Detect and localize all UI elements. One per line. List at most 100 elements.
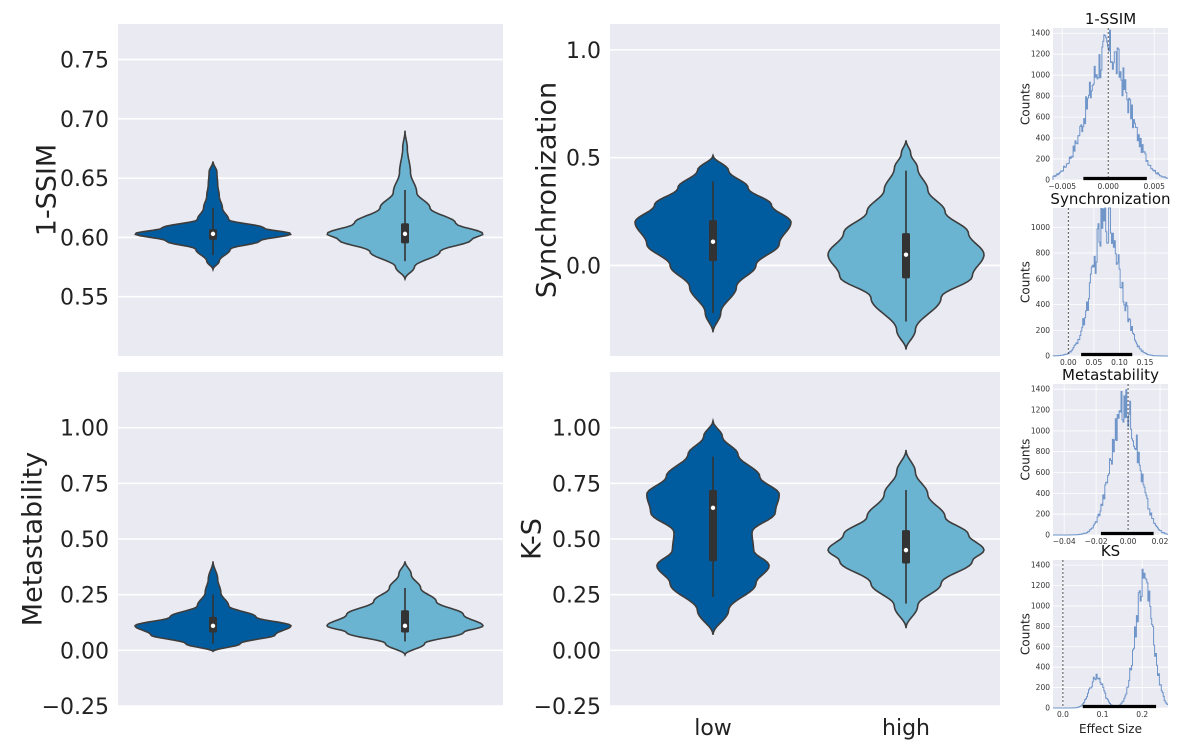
median-low (710, 239, 716, 244)
plot-area (118, 24, 503, 356)
violin-panel-ks: −0.25 0.00 0.25 0.50 0.75 1.00 low high K-S (517, 372, 1000, 741)
x-tick-label: 0.1 (1097, 710, 1109, 719)
x-tick-label: 0.000 (1097, 182, 1119, 191)
median-high (903, 547, 909, 553)
y-tick-label: 1000 (1031, 71, 1050, 80)
y-tick-label: 200 (1036, 683, 1051, 692)
y-tick-label: 800 (1036, 249, 1051, 258)
y-tick-label: −0.25 (534, 695, 601, 720)
histogram (1053, 384, 1168, 536)
y-axis-label: 1-SSIM (32, 144, 63, 236)
median-low (210, 623, 216, 629)
violin-panel-metastability: −0.25 0.00 0.25 0.50 0.75 1.00 Metastability (18, 372, 503, 720)
y-tick-label: 400 (1036, 134, 1051, 143)
plot-area (1053, 560, 1168, 708)
y-axis-label: Counts (1019, 261, 1033, 303)
y-tick-label: 0.75 (552, 472, 601, 497)
violins (134, 130, 484, 282)
iqr-box-low (709, 490, 717, 562)
panel-title: 1-SSIM (1085, 10, 1136, 28)
y-tick-label: 1200 (1031, 50, 1050, 59)
y-axis-label: Metastability (18, 452, 49, 626)
y-tick-label: 0 (1045, 352, 1050, 361)
median-high (903, 252, 909, 257)
gridlines (118, 426, 503, 707)
histogram-outline (1053, 389, 1168, 536)
y-tick-label: 0.60 (60, 226, 109, 251)
y-tick-label: 0.65 (60, 167, 109, 192)
panel-title: Metastability (1062, 366, 1159, 384)
y-tick-label: 200 (1036, 155, 1051, 164)
y-tick-label: 0.00 (552, 639, 601, 664)
y-tick-labels: 0.0 0.5 1.0 (566, 39, 601, 280)
x-tick-label: 0.2 (1136, 710, 1148, 719)
y-axis-label: Synchronization (532, 82, 563, 298)
y-tick-label: 0.50 (60, 528, 109, 553)
y-tick-label: 0 (1045, 531, 1050, 540)
y-axis-label: Counts (1019, 613, 1033, 655)
x-tick-label: low (694, 716, 732, 741)
median-low (710, 505, 716, 511)
y-tick-label: 0.75 (60, 472, 109, 497)
y-tick-label: 1.0 (566, 39, 601, 64)
x-tick-label: −0.04 (1053, 537, 1076, 546)
y-tick-label: 1000 (1031, 223, 1050, 232)
median-high (402, 231, 408, 237)
y-tick-label: 800 (1036, 92, 1051, 101)
x-tick-label: −0.02 (1085, 537, 1108, 546)
y-axis-label: Counts (1019, 439, 1033, 481)
y-tick-label: 600 (1036, 113, 1051, 122)
y-tick-label: 200 (1036, 326, 1051, 335)
y-tick-label: 800 (1036, 622, 1051, 631)
plot-area (610, 24, 1000, 356)
y-tick-label: 1400 (1031, 561, 1050, 570)
y-tick-label: 0.75 (60, 49, 109, 74)
x-tick-label: −0.005 (1048, 182, 1076, 191)
y-tick-label: 1400 (1031, 29, 1050, 38)
y-tick-labels: 0 200 400 600 800 1000 1200 1400 (1031, 385, 1050, 540)
x-tick-label: 0.00 (1120, 537, 1137, 546)
violin-panel-synchronization: 0.0 0.5 1.0 Synchronization (532, 24, 1000, 356)
y-tick-label: 1200 (1031, 406, 1050, 415)
y-tick-label: 0 (1045, 176, 1050, 185)
y-tick-label: −0.25 (42, 695, 109, 720)
x-tick-labels: 0.00 0.05 0.10 0.15 (1060, 358, 1154, 367)
histogram-panel-metastability: 0 200 400 600 800 1000 1200 1400 −0.04 −0.02 0.00… (1019, 366, 1169, 546)
histogram-outline (1052, 29, 1168, 180)
iqr-box-high (902, 530, 910, 564)
violins (645, 417, 985, 635)
y-tick-labels: 0 200 400 600 800 1000 1200 1400 (1031, 29, 1050, 185)
x-tick-labels: −0.04 −0.02 0.00 0.02 (1053, 537, 1169, 546)
x-tick-label: high (882, 716, 930, 741)
y-tick-label: 0.25 (60, 584, 109, 609)
histogram-panel-ks: 0 200 400 600 800 1000 1200 1400 0.0 0.1 0.2 KS C… (1019, 542, 1168, 736)
violins (634, 140, 985, 350)
panel-title: Synchronization (1050, 190, 1170, 208)
y-tick-label: 1.00 (552, 417, 601, 442)
histogram (1052, 207, 1168, 357)
y-tick-label: 0.25 (552, 584, 601, 609)
histogram (1053, 560, 1168, 709)
y-tick-label: 600 (1036, 468, 1051, 477)
median-high (402, 623, 408, 629)
x-tick-labels: −0.005 0.000 0.005 (1048, 182, 1165, 191)
y-axis-label: K-S (517, 518, 548, 560)
y-tick-label: 0.50 (552, 528, 601, 553)
y-tick-label: 400 (1036, 663, 1051, 672)
histogram-outline (1052, 207, 1168, 357)
x-tick-label: 0.00 (1060, 358, 1077, 367)
x-tick-labels: 0.0 0.1 0.2 (1057, 710, 1148, 719)
y-tick-labels: −0.25 0.00 0.25 0.50 0.75 1.00 (42, 417, 109, 720)
y-tick-label: 200 (1036, 510, 1051, 519)
y-tick-labels: −0.25 0.00 0.25 0.50 0.75 1.00 (534, 417, 601, 720)
y-axis-label: Counts (1019, 83, 1033, 125)
y-tick-label: 0.55 (60, 286, 109, 311)
y-tick-label: 0.70 (60, 108, 109, 133)
y-tick-labels: 0.55 0.60 0.65 0.70 0.75 (60, 49, 109, 311)
violins (134, 561, 484, 657)
y-tick-label: 0.00 (60, 639, 109, 664)
x-tick-label: 0.05 (1086, 358, 1103, 367)
histogram-panel-synchronization: 0 200 400 600 800 1000 0.00 0.05 0.10 0.15 Synch… (1019, 190, 1171, 367)
y-tick-label: 400 (1036, 300, 1051, 309)
